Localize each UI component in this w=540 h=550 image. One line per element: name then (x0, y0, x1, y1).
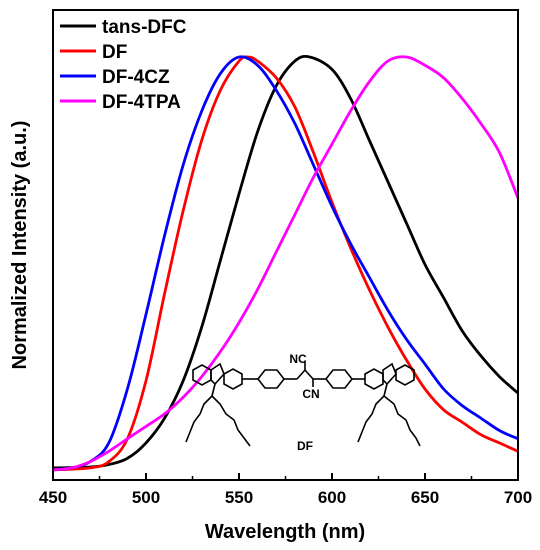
x-axis-ticks: 450 500 550 600 650 700 (39, 473, 532, 507)
series-line-df-4cz (52, 55, 519, 472)
y-axis-title: Normalized Intensity (a.u.) (9, 121, 31, 370)
structure-label-nc: NC (289, 352, 307, 366)
x-tick-label: 700 (504, 488, 532, 507)
x-tick-label: 450 (39, 488, 67, 507)
x-tick-label: 500 (132, 488, 160, 507)
series-line-tans-dfc (52, 54, 519, 470)
series-layer (52, 54, 520, 472)
x-axis-title: Wavelength (nm) (205, 521, 365, 543)
legend: tans-DFC DF DF-4CZ DF-4TPA (60, 17, 187, 113)
inset-chemical-structure: NC CN DF (185, 352, 421, 453)
legend-label: tans-DFC (102, 17, 187, 38)
legend-label: DF-4TPA (102, 92, 181, 113)
inset-structure-caption: DF (297, 439, 313, 453)
legend-label: DF (102, 42, 127, 63)
x-tick-label: 550 (225, 488, 253, 507)
series-line-df-4tpa (52, 55, 520, 472)
legend-label: DF-4CZ (102, 67, 170, 88)
x-tick-label: 600 (318, 488, 346, 507)
series-line-df (52, 55, 519, 472)
structure-label-cn: CN (302, 387, 319, 401)
x-tick-label: 650 (411, 488, 439, 507)
